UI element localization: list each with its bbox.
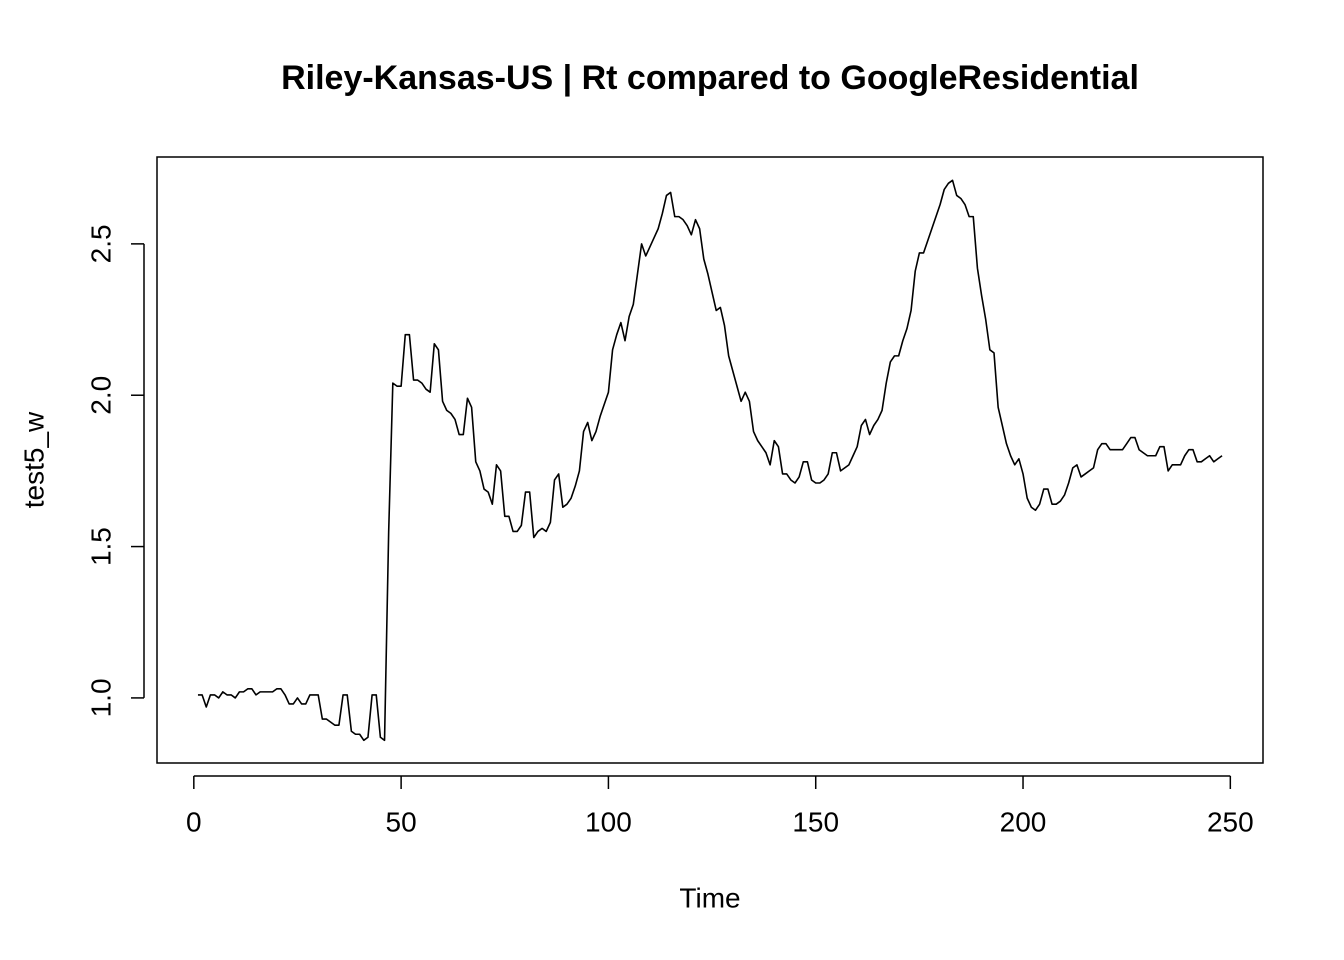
x-tick-label: 50 (386, 806, 417, 837)
y-tick-label: 1.0 (85, 678, 116, 717)
x-tick-label: 250 (1207, 806, 1254, 837)
y-axis-label: test5_w (18, 411, 49, 508)
x-tick-label: 150 (792, 806, 839, 837)
chart-title: Riley-Kansas-US | Rt compared to GoogleR… (281, 59, 1139, 97)
y-tick-label: 1.5 (85, 527, 116, 566)
y-tick-label: 2.0 (85, 376, 116, 415)
x-tick-label: 200 (1000, 806, 1047, 837)
x-tick-label: 0 (186, 806, 202, 837)
data-line (197, 179, 1223, 742)
x-axis-label: Time (679, 882, 740, 913)
y-tick-label: 2.5 (85, 224, 116, 263)
plot-box (156, 156, 1264, 764)
x-tick-label: 100 (585, 806, 632, 837)
